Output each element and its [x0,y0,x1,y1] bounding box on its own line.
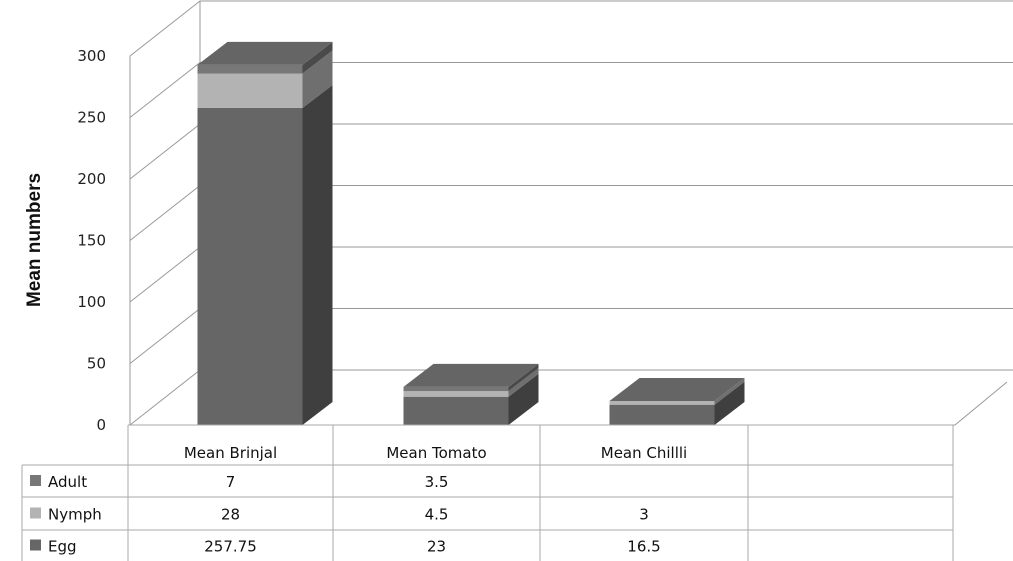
bar-side-adult-1 [508,363,539,392]
legend-label-egg: Egg [48,538,77,556]
gridline-250 [129,62,1013,118]
table-header-category: Mean Tomato [386,444,486,462]
legend-label-nymph: Nymph [48,506,102,524]
table-cell-value: 23 [427,538,446,556]
table-cell-value: 4.5 [425,506,449,524]
y-tick-label: 300 [77,47,106,65]
bar-side-adult-0 [302,41,333,74]
bar-top-0 [197,41,333,65]
bar-side-egg-2 [714,381,745,425]
bar-side-nymph-2 [714,378,745,405]
table-cell-value: 3 [639,506,649,524]
y-tick-label: 200 [77,170,106,188]
bar-top-1 [403,363,539,387]
bar-side-egg-1 [508,373,539,425]
bar-nymph-0 [197,73,303,108]
table-header-category: Mean Brinjal [184,444,277,462]
y-tick-label: 250 [77,109,106,127]
table-cell-value: 16.5 [627,538,660,556]
bar-egg-1 [403,396,509,425]
table-header-category: Mean Chillli [601,444,687,462]
bar-adult-1 [403,386,509,392]
y-tick-label: 50 [87,355,106,373]
y-tick-label: 0 [96,416,106,434]
y-tick-label: 100 [77,293,106,311]
bar-nymph-2 [609,401,715,405]
bar-egg-0 [197,107,303,425]
bar-egg-2 [609,404,715,425]
bar-side-egg-0 [302,84,333,425]
floor-right-edge [954,381,1008,426]
table-cell-value: 7 [226,473,236,491]
gridline-300 [129,0,1013,57]
bar-nymph-1 [403,391,509,397]
legend-swatch-nymph [30,507,41,519]
y-tick-label: 150 [77,232,106,250]
bar-top-2 [609,378,745,402]
table-cell-value: 28 [221,506,240,524]
legend-label-adult: Adult [48,473,87,491]
bar-side-nymph-1 [508,368,539,397]
bar-side-nymph-0 [302,50,333,108]
legend-swatch-adult [30,475,41,486]
bar-adult-0 [197,64,303,74]
table-cell-value: 257.75 [204,538,257,556]
table-cell-value: 3.5 [425,473,449,491]
y-axis-label: Mean numbers [24,173,45,307]
legend-swatch-egg [30,539,41,551]
